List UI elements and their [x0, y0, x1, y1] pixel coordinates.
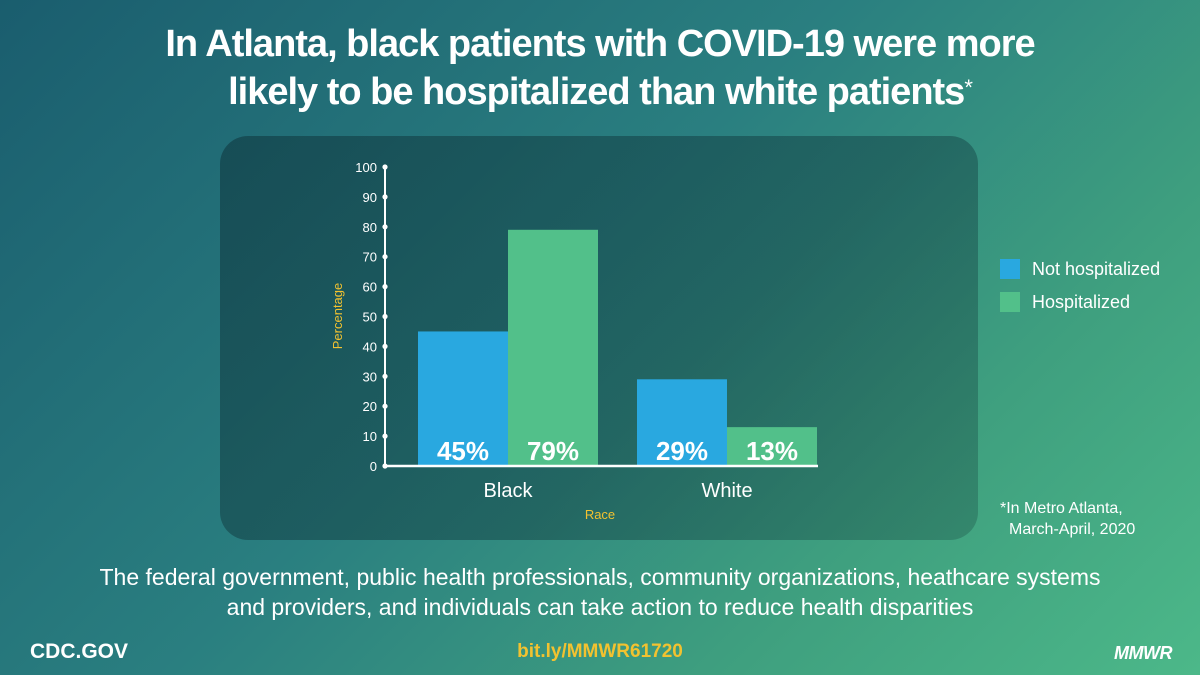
bar-white-hospitalized — [727, 427, 817, 466]
call-to-action-message: The federal government, public health pr… — [40, 562, 1160, 622]
title-line-1: In Atlanta, black patients with COVID-19… — [165, 23, 1035, 65]
y-tick-dot-20 — [382, 403, 388, 409]
y-tick-label-50: 50 — [363, 310, 377, 325]
y-tick-label-70: 70 — [363, 250, 377, 265]
y-tick-dot-0 — [382, 463, 388, 469]
message-line-2: and providers, and individuals can take … — [226, 594, 974, 620]
chart-panel: 0 10 20 30 40 50 60 70 80 90 100 45% 29% 79% 13% Black W… — [220, 136, 978, 540]
chart-title: In Atlanta, black patients with COVID-19… — [100, 20, 1100, 116]
data-label-black-hospitalized: 79% — [527, 436, 579, 466]
y-tick-dot-90 — [382, 194, 388, 200]
y-tick-label-60: 60 — [363, 280, 377, 295]
y-tick-dot-70 — [382, 254, 388, 260]
y-tick-dot-40 — [382, 343, 388, 349]
mmwr-logo: MMWR — [1114, 643, 1172, 663]
y-tick-dot-100 — [382, 164, 388, 170]
legend-label-hospitalized: Hospitalized — [1032, 291, 1131, 312]
y-tick-dot-50 — [382, 313, 388, 320]
message-line-1: The federal government, public health pr… — [99, 564, 1101, 590]
legend-swatch-not-hospitalized — [1000, 259, 1020, 279]
y-tick-dot-30 — [382, 373, 388, 379]
y-tick-label-10: 10 — [363, 429, 377, 444]
legend: Not hospitalized Hospitalized — [1000, 258, 1160, 324]
title-footnote-mark: * — [964, 75, 973, 100]
y-tick-label-40: 40 — [363, 339, 377, 354]
y-tick-label-90: 90 — [363, 190, 377, 205]
footnote-line-1: *In Metro Atlanta, — [1000, 500, 1123, 517]
footnote-line-2: March-April, 2020 — [1009, 521, 1136, 538]
data-label-black-not-hospitalized: 45% — [437, 436, 489, 466]
footnote: *In Metro Atlanta, March-April, 2020 — [1000, 498, 1160, 540]
mmwr-short-link[interactable]: bit.ly/MMWR61720 — [517, 641, 683, 662]
bar-white-not-hospitalized — [637, 379, 727, 466]
y-tick-dot-60 — [382, 284, 388, 290]
y-tick-label-30: 30 — [363, 369, 377, 384]
legend-item-hospitalized: Hospitalized — [1000, 291, 1160, 313]
bar-black-not-hospitalized — [418, 331, 508, 466]
x-category-label-white: White — [701, 480, 752, 502]
legend-swatch-hospitalized — [1000, 292, 1020, 312]
y-tick-label-0: 0 — [370, 459, 377, 474]
bar-chart: 0 10 20 30 40 50 60 70 80 90 100 45% 29% 79% 13% Black W… — [330, 160, 818, 522]
legend-item-not-hospitalized: Not hospitalized — [1000, 258, 1160, 280]
legend-label-not-hospitalized: Not hospitalized — [1032, 258, 1161, 279]
y-axis-title: Percentage — [330, 283, 345, 350]
x-category-label-black: Black — [484, 480, 534, 502]
title-line-2: likely to be hospitalized than white pat… — [228, 71, 965, 113]
data-label-white-hospitalized: 13% — [746, 436, 798, 466]
y-tick-label-20: 20 — [363, 399, 377, 414]
y-tick-label-80: 80 — [363, 220, 377, 235]
data-label-white-not-hospitalized: 29% — [656, 436, 708, 466]
y-tick-dot-10 — [382, 433, 388, 439]
cdc-site-link[interactable]: CDC.GOV — [30, 640, 129, 663]
x-axis-title: Race — [585, 507, 615, 522]
bar-black-hospitalized — [508, 229, 598, 466]
y-tick-label-100: 100 — [355, 160, 377, 175]
y-tick-dot-80 — [382, 224, 388, 230]
